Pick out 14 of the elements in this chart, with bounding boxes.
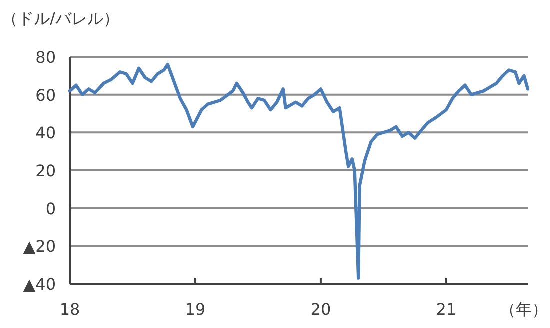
y-axis-title: （ドル/バレル） xyxy=(2,9,120,28)
y-tick-label: ▲40 xyxy=(23,275,56,294)
y-tick-label: 40 xyxy=(36,124,56,143)
line-series xyxy=(68,62,530,280)
y-tick-label: 80 xyxy=(36,48,56,67)
y-tick-label: ▲20 xyxy=(23,237,56,256)
x-tick-label: 18 xyxy=(60,300,80,319)
y-tick-label: 20 xyxy=(36,162,56,180)
y-tick-label: 60 xyxy=(36,86,56,105)
x-tick-label: 19 xyxy=(185,300,206,319)
x-tick-label: 20 xyxy=(310,300,332,319)
y-tick-label: 0 xyxy=(46,199,56,218)
x-tick-label: 21 xyxy=(436,300,457,319)
x-axis-title: （年） xyxy=(500,300,548,319)
